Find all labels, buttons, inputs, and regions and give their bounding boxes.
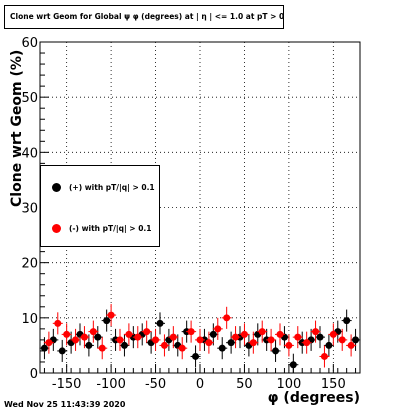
y-tick-label: 0 <box>30 367 38 382</box>
x-axis-title: φ (degrees) <box>267 390 360 406</box>
data-point <box>325 341 333 349</box>
y-tick-label: 60 <box>21 36 38 51</box>
data-point <box>187 328 195 336</box>
x-tick-label: -50 <box>145 377 166 392</box>
data-point <box>285 341 293 349</box>
data-point <box>107 311 115 319</box>
data-point <box>316 333 324 341</box>
y-tick-label: 30 <box>21 202 38 217</box>
data-point <box>94 333 102 341</box>
data-point <box>214 325 222 333</box>
legend-marker-black <box>52 182 61 192</box>
data-point <box>303 339 311 347</box>
data-point <box>232 333 240 341</box>
data-point <box>272 347 280 355</box>
data-point <box>116 336 124 344</box>
data-point <box>267 336 275 344</box>
x-tick-label: 150 <box>321 377 346 392</box>
data-point <box>205 339 213 347</box>
x-tick-label: -150 <box>52 377 82 392</box>
x-tick-label: 100 <box>276 377 301 392</box>
data-point <box>218 344 226 352</box>
data-point <box>178 344 186 352</box>
data-points <box>39 304 361 373</box>
data-point <box>45 339 53 347</box>
data-point <box>276 330 284 338</box>
data-point <box>240 330 248 338</box>
data-point <box>209 330 217 338</box>
data-point <box>338 336 346 344</box>
data-point <box>169 333 177 341</box>
data-point <box>58 347 66 355</box>
data-point <box>258 328 266 336</box>
data-point <box>85 341 93 349</box>
chart-title: Clone wrt Geom for Global ψ φ (degrees) … <box>4 5 284 29</box>
data-point <box>196 336 204 344</box>
legend: (+) with pT/|q| > 0.1 (-) with pT/|q| > … <box>40 165 160 247</box>
data-point <box>80 333 88 341</box>
tick-labels: -150 -100 -50 0 50 100 150 0 10 20 30 40 50 60 <box>21 36 345 392</box>
data-point <box>125 330 133 338</box>
data-point <box>134 333 142 341</box>
data-point <box>289 361 297 369</box>
data-point <box>352 336 360 344</box>
data-point <box>347 341 355 349</box>
y-axis-title: Clone wrt Geom (%) <box>9 49 25 207</box>
data-point <box>120 341 128 349</box>
data-point <box>103 317 111 325</box>
y-tick-label: 50 <box>21 91 38 106</box>
x-tick-label: -100 <box>96 377 126 392</box>
x-tick-label: 50 <box>236 377 253 392</box>
data-point <box>72 336 80 344</box>
y-tick-label: 20 <box>21 257 38 272</box>
legend-entry-plus: (+) with pT/|q| > 0.1 <box>41 180 155 194</box>
data-point <box>156 319 164 327</box>
data-point <box>152 336 160 344</box>
y-tick-label: 10 <box>21 312 38 327</box>
data-point <box>294 333 302 341</box>
data-point <box>329 330 337 338</box>
legend-label-plus: (+) with pT/|q| > 0.1 <box>69 182 155 192</box>
data-point <box>312 328 320 336</box>
data-point <box>98 344 106 352</box>
data-point <box>54 319 62 327</box>
data-point <box>249 339 257 347</box>
data-point <box>320 352 328 360</box>
data-point <box>227 339 235 347</box>
data-point <box>343 317 351 325</box>
data-point <box>63 330 71 338</box>
data-point <box>89 328 97 336</box>
axis-ticks <box>40 41 357 374</box>
data-point <box>223 314 231 322</box>
data-point <box>160 341 168 349</box>
legend-entry-minus: (-) with pT/|q| > 0.1 <box>41 221 151 235</box>
data-point <box>143 328 151 336</box>
legend-label-minus: (-) with pT/|q| > 0.1 <box>69 223 152 233</box>
legend-marker-red <box>52 223 61 233</box>
data-point <box>40 344 48 352</box>
x-tick-label: 0 <box>196 377 204 392</box>
data-point <box>192 352 200 360</box>
y-tick-label: 40 <box>21 146 38 161</box>
timestamp-footer: Wed Nov 25 11:43:39 2020 <box>4 400 126 409</box>
